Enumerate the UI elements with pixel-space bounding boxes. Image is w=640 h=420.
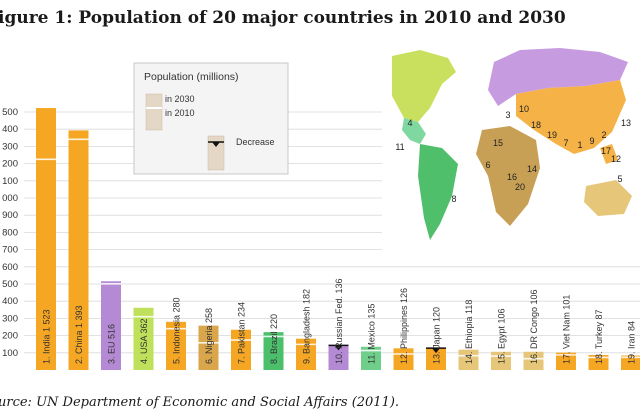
- bar-label: 7. Pakistan 234: [237, 302, 247, 364]
- map-label: 18: [531, 120, 541, 130]
- bars: [36, 108, 640, 370]
- map-label: 5: [617, 174, 622, 184]
- y-tick-label: 800: [2, 227, 18, 238]
- y-tick-label: 100: [2, 348, 18, 359]
- asia-shape: [516, 80, 626, 154]
- map-label: 13: [621, 118, 631, 128]
- bar-label: 13. Japan 120: [432, 307, 442, 364]
- bar-label: 19. Iran 84: [627, 321, 637, 364]
- bar: [621, 355, 640, 370]
- y-tick-label: 1 100: [0, 176, 18, 187]
- map-label: 8: [451, 194, 456, 204]
- bar-label: 6. Nigeria 258: [204, 308, 214, 364]
- map-label: 4: [407, 118, 412, 128]
- map-label: 11: [395, 142, 404, 152]
- bar: [361, 346, 381, 370]
- bar-label: 2. China 1 393: [74, 305, 84, 364]
- map-label: 16: [507, 172, 517, 182]
- legend-decrease-arrow-icon: [212, 142, 220, 147]
- south-america-shape: [418, 144, 458, 240]
- map-label: 20: [515, 182, 525, 192]
- y-axis: 100 200 300 400 500 600 700 800 900 1 000 1 100 1 2…: [0, 107, 18, 359]
- y-tick-label: 300: [2, 313, 18, 324]
- eurasia-north-shape: [488, 48, 628, 106]
- bar-label: 1. India 1 523: [42, 309, 52, 364]
- bar-label: 10. Russian Fed. 136: [334, 278, 344, 364]
- legend: Population (millions) in 2030 in 2010 De…: [133, 62, 289, 175]
- bar-label: 9. Bangladesh 182: [302, 289, 312, 364]
- bar: [458, 349, 479, 370]
- bar-label: 3. EU 516: [107, 324, 117, 364]
- bar: [296, 338, 316, 370]
- decrease-arrow-icon: [334, 345, 343, 351]
- decrease-arrow-icon: [432, 348, 440, 354]
- y-tick-label: 1 300: [0, 141, 18, 152]
- y-tick-label: 500: [2, 279, 18, 290]
- bar-label: 18. Turkey 87: [594, 309, 604, 364]
- bar-label: 8. Brazil 220: [269, 314, 279, 364]
- bar: [101, 281, 121, 370]
- map-label: 15: [493, 138, 503, 148]
- bar-label: 11. Mexico 135: [367, 304, 377, 364]
- map-label: 14: [527, 164, 537, 174]
- legend-in2030: in 2030: [165, 94, 195, 104]
- legend-title: Population (millions): [144, 71, 239, 83]
- y-tick-label: 900: [2, 210, 18, 221]
- bar-label: 16. DR Congo 106: [529, 289, 539, 364]
- y-tick-label: 1 000: [0, 193, 18, 204]
- bar-label: 4. USA 362: [139, 318, 149, 364]
- bar-label: 15. Egypt 106: [497, 308, 507, 364]
- map-label: 9: [589, 136, 594, 146]
- bar-label: 5. Indonesia 280: [172, 297, 182, 364]
- map-label: 2: [601, 130, 606, 140]
- bar-label: 17. Viet Nam 101: [562, 295, 572, 364]
- bar: [588, 355, 609, 370]
- africa-shape: [476, 126, 540, 226]
- legend-2010-swatch: [145, 107, 163, 131]
- map-label: 3: [505, 110, 510, 120]
- legend-decrease: Decrease: [236, 137, 275, 147]
- chart-title: igure 1: Population of 20 major countrie…: [0, 8, 566, 28]
- bar: [166, 321, 186, 370]
- bar: [328, 345, 349, 370]
- y-tick-label: 600: [2, 262, 18, 273]
- y-tick-label: 1 200: [0, 159, 18, 170]
- bar-label: 14. Ethiopia 118: [464, 300, 474, 364]
- central-america-shape: [402, 118, 426, 144]
- map-label: 10: [519, 104, 529, 114]
- map-label: 17: [601, 146, 611, 156]
- bar: [556, 352, 576, 370]
- indonesia-shape: [600, 144, 618, 164]
- y-tick-label: 200: [2, 331, 18, 342]
- source-note: urce: UN Department of Economic and Soci…: [0, 395, 400, 410]
- bar: [36, 108, 56, 370]
- y-tick-label: 400: [2, 296, 18, 307]
- y-tick-label: 1 400: [0, 124, 18, 135]
- bar: [198, 325, 219, 370]
- bar: [523, 351, 544, 370]
- map-label: 19: [547, 130, 557, 140]
- y-tick-label: 700: [2, 245, 18, 256]
- bar: [263, 332, 284, 370]
- australia-shape: [584, 180, 632, 216]
- bar-label: 12. Philippines 126: [399, 288, 409, 364]
- map-label: 7: [563, 138, 568, 148]
- legend-in2010: in 2010: [165, 108, 195, 118]
- legend-decrease-swatch: [207, 135, 225, 171]
- bar-labels: 1. India 1 523 2. China 1 393 3. EU 516 4. …: [42, 278, 637, 364]
- map-label: 1: [577, 140, 582, 150]
- bar: [426, 348, 446, 370]
- map-label: 12: [611, 154, 621, 164]
- bar: [68, 130, 89, 370]
- north-america-shape: [392, 50, 456, 122]
- map-label: 6: [485, 160, 490, 170]
- legend-2030-swatch: [145, 93, 163, 109]
- bar: [133, 307, 154, 370]
- y-tick-label: 1 500: [0, 107, 18, 118]
